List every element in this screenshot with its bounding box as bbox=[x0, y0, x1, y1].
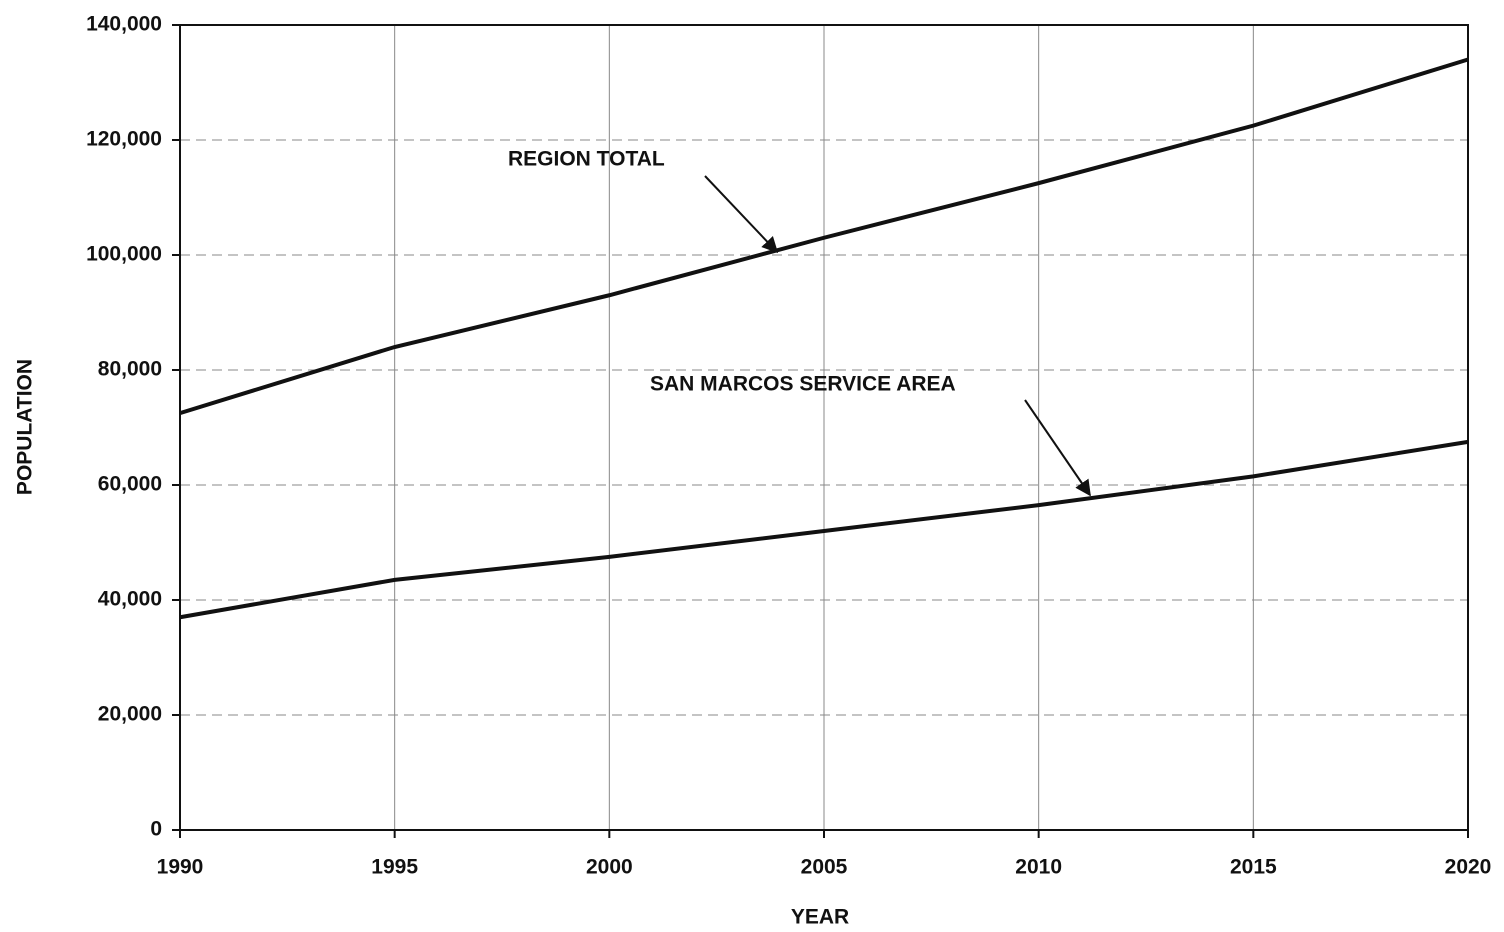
annotation: SAN MARCOS SERVICE AREA bbox=[650, 373, 956, 396]
series-line bbox=[179, 57, 1469, 416]
y-tick-label: 60,000 bbox=[98, 473, 162, 496]
x-axis-label: YEAR bbox=[791, 906, 849, 929]
grid bbox=[179, 24, 1469, 831]
annotation-arrow bbox=[704, 175, 779, 254]
y-tick-label: 20,000 bbox=[98, 703, 162, 726]
x-tick-label: 1990 bbox=[157, 856, 204, 879]
x-tick-label: 2005 bbox=[801, 856, 848, 879]
lines bbox=[179, 57, 1469, 620]
y-axis-label: POPULATION bbox=[14, 359, 37, 495]
x-tick-label: 2000 bbox=[586, 856, 633, 879]
annotation: REGION TOTAL bbox=[508, 148, 665, 171]
annotation-arrow bbox=[1024, 399, 1091, 497]
y-tick-label: 0 bbox=[150, 818, 162, 841]
y-tick-label: 140,000 bbox=[86, 13, 162, 36]
x-tick-label: 2010 bbox=[1015, 856, 1062, 879]
y-tick-label: 40,000 bbox=[98, 588, 162, 611]
x-tick-label: 1995 bbox=[371, 856, 418, 879]
x-tick-label: 2020 bbox=[1445, 856, 1492, 879]
y-tick-label: 120,000 bbox=[86, 128, 162, 151]
x-tick-label: 2015 bbox=[1230, 856, 1277, 879]
y-tick-label: 80,000 bbox=[98, 358, 162, 381]
series-line bbox=[179, 439, 1469, 620]
y-tick-label: 100,000 bbox=[86, 243, 162, 266]
